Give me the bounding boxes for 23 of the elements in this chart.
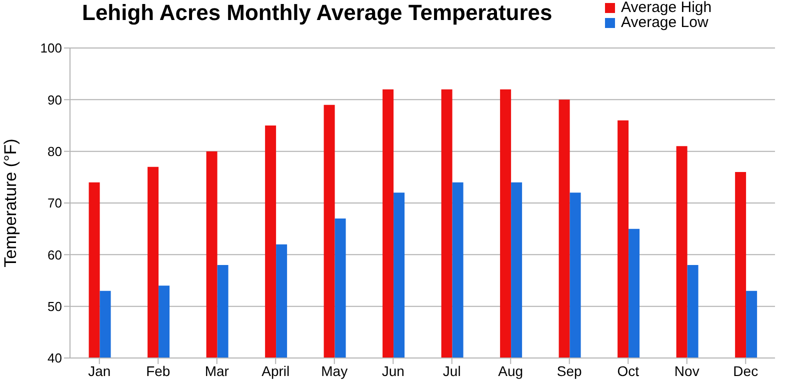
y-tick-label: 70 bbox=[48, 196, 62, 211]
x-tick-label: Jan bbox=[88, 362, 111, 379]
legend-label: Average Low bbox=[621, 14, 708, 31]
x-tick-label: Oct bbox=[617, 362, 640, 379]
y-tick-label: 80 bbox=[48, 144, 62, 159]
y-tick-label: 100 bbox=[40, 40, 62, 56]
x-tick-label: Nov bbox=[674, 362, 700, 379]
y-tick-label: 60 bbox=[48, 247, 62, 262]
x-tick-label: Aug bbox=[498, 362, 524, 379]
x-tick-label: Jul bbox=[442, 362, 461, 379]
x-tick-label: Mar bbox=[204, 362, 230, 379]
chart-title: Lehigh Acres Monthly Average Temperatures bbox=[82, 0, 552, 26]
y-tick-label: 50 bbox=[48, 298, 62, 314]
y-tick-label: 90 bbox=[48, 92, 62, 108]
x-tick-label: Sep bbox=[556, 362, 582, 379]
legend-label: Average High bbox=[621, 0, 712, 16]
y-axis-title: Temperature (°F) bbox=[1, 138, 20, 268]
y-tick-label: 40 bbox=[48, 350, 62, 366]
x-tick-label: Feb bbox=[146, 362, 170, 379]
x-tick-label: Dec bbox=[733, 362, 758, 379]
x-tick-label: April bbox=[262, 362, 290, 379]
x-tick-label: May bbox=[321, 362, 348, 379]
x-tick-label: Jun bbox=[382, 362, 404, 379]
